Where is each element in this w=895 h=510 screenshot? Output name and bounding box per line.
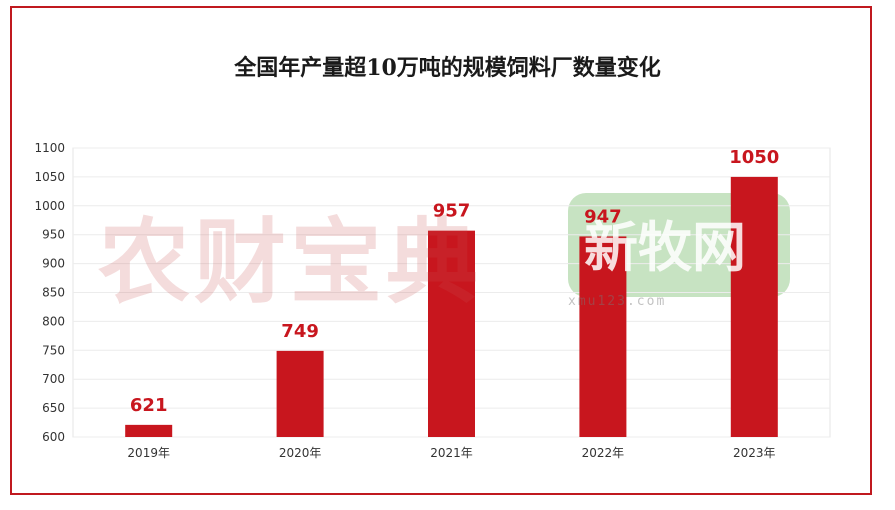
y-tick-label: 850 (42, 286, 65, 300)
chart-title: 全国年产量超10万吨的规模饲料厂数量变化 (234, 55, 661, 81)
y-tick-label: 1050 (34, 170, 65, 184)
bar (428, 230, 475, 437)
x-tick-label: 2021年 (430, 446, 473, 460)
y-tick-label: 750 (42, 343, 65, 357)
bar (276, 350, 324, 437)
x-tick-label: 2020年 (279, 446, 322, 460)
data-label: 1050 (729, 147, 779, 168)
x-tick-label: 2019年 (127, 446, 170, 460)
y-tick-label: 700 (42, 372, 65, 386)
y-tick-label: 800 (42, 314, 65, 328)
x-tick-label: 2022年 (582, 446, 625, 460)
y-tick-label: 1000 (34, 199, 65, 213)
y-tick-label: 950 (42, 228, 65, 242)
data-label: 957 (433, 201, 471, 222)
chart-frame (10, 6, 872, 495)
data-label: 749 (281, 321, 319, 342)
y-tick-label: 600 (42, 430, 65, 444)
x-tick-label: 2023年 (733, 446, 776, 460)
y-tick-label: 1100 (34, 141, 65, 155)
y-tick-label: 900 (42, 257, 65, 271)
y-tick-label: 650 (42, 401, 65, 415)
bar (730, 176, 778, 437)
bar (125, 424, 173, 437)
bar (579, 236, 627, 437)
data-label: 947 (584, 206, 622, 227)
data-label: 621 (130, 395, 168, 416)
